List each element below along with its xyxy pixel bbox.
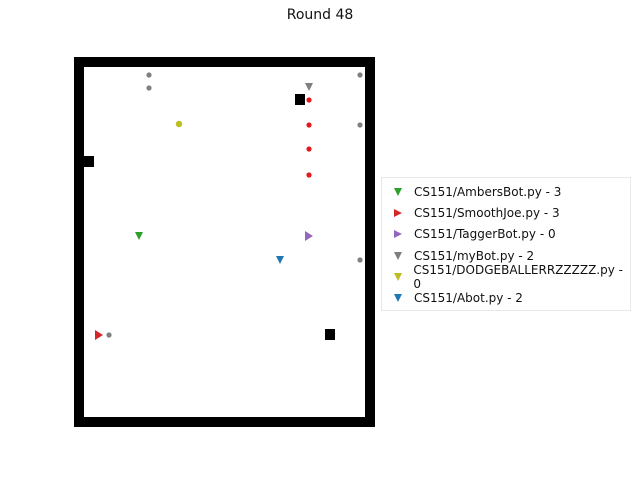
arena-wall <box>74 57 375 427</box>
legend-item: CS151/TaggerBot.py - 0 <box>382 224 630 245</box>
legend-item: CS151/DODGEBALLERRZZZZZ.py - 0 <box>382 263 630 291</box>
legend-label: CS151/AmbersBot.py - 3 <box>414 184 562 199</box>
obstacle-block <box>325 329 335 340</box>
legend-item: CS151/Abot.py - 2 <box>382 287 630 308</box>
ball-gray <box>146 72 152 78</box>
triangle-right-icon <box>382 229 414 239</box>
obstacle-block <box>84 156 94 167</box>
legend-item: CS151/SmoothJoe.py - 3 <box>382 202 630 223</box>
round-title: Round 48 <box>286 7 354 23</box>
triangle-down-icon <box>382 187 414 197</box>
triangle-right-icon <box>382 208 414 218</box>
ball-red <box>306 97 312 103</box>
bot-abot <box>276 256 284 264</box>
ball-yellow <box>175 120 183 128</box>
ball-gray <box>357 122 363 128</box>
legend-item: CS151/myBot.py - 2 <box>382 245 630 266</box>
legend-label: CS151/TaggerBot.py - 0 <box>414 227 556 242</box>
legend-label: CS151/myBot.py - 2 <box>414 248 535 263</box>
ball-red <box>306 146 312 152</box>
ball-red <box>306 172 312 178</box>
bot-mybot <box>305 83 313 91</box>
legend-label: CS151/Abot.py - 2 <box>414 291 523 306</box>
legend: CS151/AmbersBot.py - 3 CS151/SmoothJoe.p… <box>381 177 631 311</box>
legend-item: CS151/AmbersBot.py - 3 <box>382 181 630 202</box>
bot-smoothjoe <box>95 330 103 340</box>
legend-label: CS151/DODGEBALLERRZZZZZ.py - 0 <box>413 262 623 291</box>
ball-red <box>306 122 312 128</box>
bot-ambersbot <box>135 232 143 240</box>
ball-gray <box>106 332 112 338</box>
triangle-down-icon <box>382 272 413 282</box>
triangle-down-icon <box>382 251 414 261</box>
triangle-down-icon <box>382 293 414 303</box>
bot-taggerbot <box>305 231 313 241</box>
ball-gray <box>146 85 152 91</box>
obstacle-block <box>295 94 305 105</box>
ball-gray <box>357 257 363 263</box>
ball-gray <box>357 72 363 78</box>
legend-label: CS151/SmoothJoe.py - 3 <box>414 205 560 220</box>
